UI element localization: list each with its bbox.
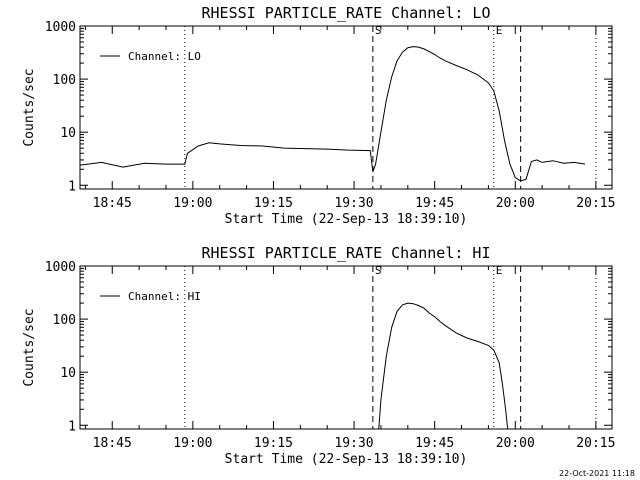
x-tick-label: 19:00 <box>173 196 212 211</box>
series-line <box>378 302 509 430</box>
x-tick-label: 19:00 <box>173 436 212 451</box>
x-tick-label: 20:00 <box>496 436 535 451</box>
chart-title: RHESSI PARTICLE_RATE Channel: LO <box>202 4 491 22</box>
chart-title: RHESSI PARTICLE_RATE Channel: HI <box>202 244 491 262</box>
legend-label: Channel: HI <box>128 290 201 303</box>
y-tick-label: 10 <box>60 366 76 381</box>
y-tick-label: 1 <box>68 419 76 434</box>
x-tick-label: 20:15 <box>576 196 615 211</box>
x-tick-label: 19:15 <box>254 436 293 451</box>
series-line <box>79 46 586 182</box>
y-tick-label: 100 <box>53 73 76 88</box>
y-tick-label: 10 <box>60 126 76 141</box>
x-tick-label: 20:00 <box>496 196 535 211</box>
x-axis-label: Start Time (22-Sep-13 18:39:10) <box>225 452 468 467</box>
x-tick-label: 19:15 <box>254 196 293 211</box>
plot-frame <box>79 265 613 430</box>
plot-frame <box>79 25 613 190</box>
x-tick-label: 19:30 <box>334 196 373 211</box>
x-tick-label: 20:15 <box>576 436 615 451</box>
x-axis-label: Start Time (22-Sep-13 18:39:10) <box>225 212 468 227</box>
y-tick-label: 1 <box>68 179 76 194</box>
timestamp: 22-Oct-2021 11:18 <box>559 469 635 478</box>
marker-label: S <box>375 24 382 37</box>
x-tick-label: 18:45 <box>93 196 132 211</box>
y-tick-label: 1000 <box>45 20 76 35</box>
marker-label: E <box>496 24 503 37</box>
y-axis-label: Counts/sec <box>22 308 37 386</box>
x-tick-label: 18:45 <box>93 436 132 451</box>
chart-panel-hi: RHESSI PARTICLE_RATE Channel: HI 1 10 100 10… <box>22 244 615 467</box>
x-tick-label: 19:45 <box>415 436 454 451</box>
y-axis-label: Counts/sec <box>22 68 37 146</box>
marker-label: E <box>496 264 503 277</box>
y-tick-label: 1000 <box>45 260 76 275</box>
x-tick-label: 19:45 <box>415 196 454 211</box>
y-tick-label: 100 <box>53 313 76 328</box>
marker-label: S <box>375 264 382 277</box>
x-tick-label: 19:30 <box>334 436 373 451</box>
chart-panel-lo: RHESSI PARTICLE_RATE Channel: LO 1 10 100 10… <box>22 4 615 227</box>
legend-label: Channel: LO <box>128 50 201 63</box>
